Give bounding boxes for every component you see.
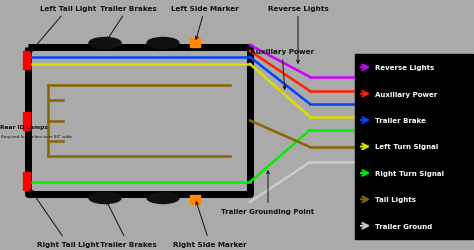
- Text: Required for trailers over 80" wide: Required for trailers over 80" wide: [1, 134, 72, 138]
- Text: Trailer Ground: Trailer Ground: [375, 223, 432, 229]
- Text: Left Turn Signal: Left Turn Signal: [375, 144, 438, 150]
- Bar: [23, 112, 30, 130]
- Text: Left Side Marker: Left Side Marker: [171, 6, 239, 40]
- Text: Trailer Grounding Point: Trailer Grounding Point: [221, 171, 315, 214]
- Text: Auxillary Power: Auxillary Power: [375, 91, 437, 97]
- Text: Reverse Lights: Reverse Lights: [375, 65, 434, 71]
- Text: Trailer Brakes: Trailer Brakes: [100, 6, 156, 40]
- Ellipse shape: [147, 193, 179, 204]
- Text: Right Side Marker: Right Side Marker: [173, 202, 247, 247]
- Bar: [190, 39, 200, 48]
- Ellipse shape: [89, 193, 121, 204]
- Ellipse shape: [147, 38, 179, 49]
- Text: Left Tail Light: Left Tail Light: [30, 6, 96, 53]
- Ellipse shape: [89, 38, 121, 49]
- Bar: [190, 195, 200, 204]
- Text: Trailer Brake: Trailer Brake: [375, 118, 426, 124]
- Text: Reverse Lights: Reverse Lights: [268, 6, 328, 64]
- Bar: [23, 52, 30, 70]
- Bar: [23, 172, 30, 190]
- Text: Auxillary Power: Auxillary Power: [250, 49, 314, 90]
- Text: Rear ID Lamps: Rear ID Lamps: [0, 125, 48, 130]
- Text: Right Tail Light: Right Tail Light: [30, 190, 99, 247]
- Text: Trailer Brakes: Trailer Brakes: [100, 202, 156, 247]
- Bar: [355, 55, 473, 239]
- Text: Tail Lights: Tail Lights: [375, 196, 416, 202]
- Text: Right Turn Signal: Right Turn Signal: [375, 170, 444, 176]
